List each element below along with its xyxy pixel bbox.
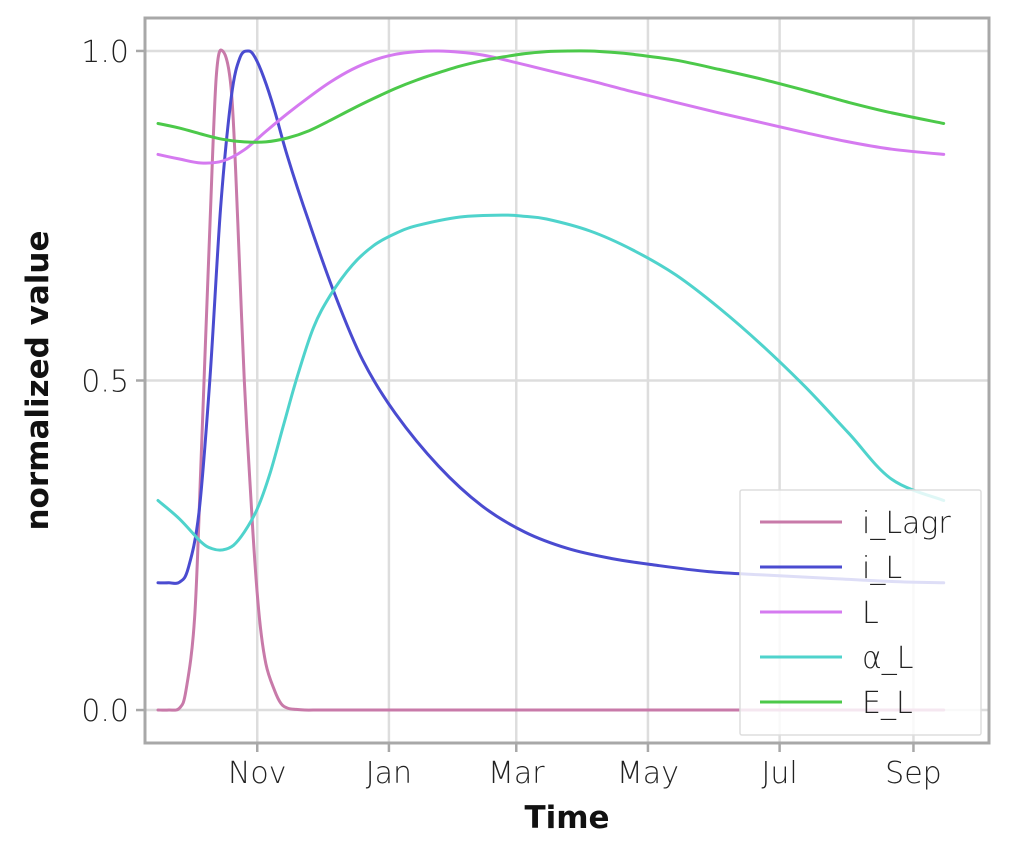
legend-label: i_Lagr — [862, 506, 951, 541]
x-tick-label: Sep — [885, 756, 942, 791]
legend-label: i_L — [862, 551, 902, 586]
x-tick-label: Nov — [228, 756, 287, 791]
series-line-i-l — [156, 49, 946, 585]
legend-box — [739, 489, 982, 736]
legend: i_Lagr i_L Lα_L E_L — [739, 489, 982, 736]
y-tick-label: 0.0 — [81, 694, 129, 729]
legend-label: L — [862, 596, 879, 631]
x-tick-label: Jul — [762, 756, 798, 791]
x-tick-label: Mar — [488, 756, 545, 791]
series-line-l — [156, 213, 946, 552]
legend-label: α_L — [862, 641, 914, 676]
x-axis-title: Time — [524, 800, 609, 836]
series-layer — [156, 48, 946, 712]
y-tick-label: 0.5 — [81, 365, 129, 400]
y-tick-label: 1.0 — [81, 35, 129, 70]
x-tick-label: May — [617, 756, 679, 791]
series-line-i-lagr — [156, 48, 946, 712]
series-line-e-l — [156, 49, 946, 144]
axis-ticks: Nov Jan Mar May Jul Sep 0.0 0.5 1.0 — [81, 35, 941, 791]
y-axis-title: normalized value — [20, 230, 56, 530]
series-line-l — [156, 49, 946, 165]
x-tick-label: Jan — [366, 756, 412, 791]
legend-label: E_L — [862, 686, 913, 721]
